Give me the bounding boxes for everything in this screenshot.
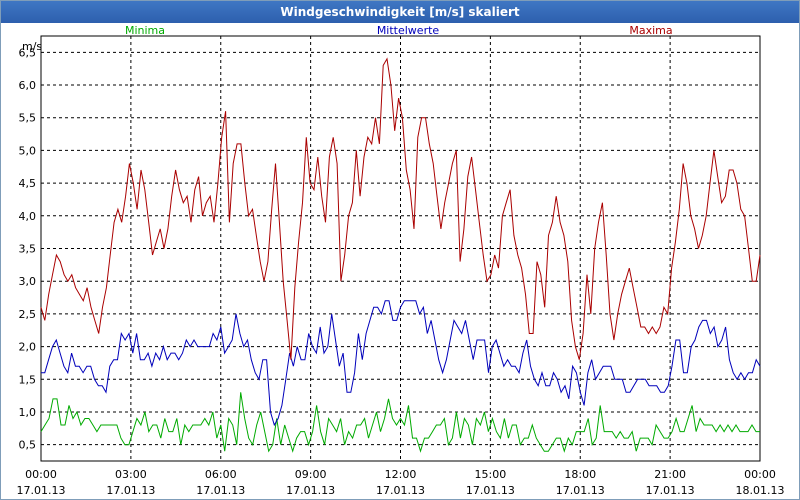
x-tick-date: 18.01.13 xyxy=(736,484,785,497)
legend-entry: Mittelwerte xyxy=(377,24,440,37)
x-tick-date: 17.01.13 xyxy=(646,484,695,497)
y-tick-label: 6,0 xyxy=(19,79,37,92)
series-line xyxy=(40,57,761,360)
x-tick-time: 00:00 xyxy=(25,468,57,481)
y-tick-label: 1,0 xyxy=(19,406,37,419)
x-axis-ticks: 00:00 17.01.13 03:00 17.01.13 06:00 17.01.13 0… xyxy=(17,468,785,497)
series-line xyxy=(40,392,760,453)
y-tick-label: 1,5 xyxy=(19,373,37,386)
x-tick-date: 17.01.13 xyxy=(106,484,155,497)
series-lines xyxy=(40,57,761,453)
x-tick-time: 00:00 xyxy=(744,468,776,481)
legend: Minima Mittelwerte Maxima xyxy=(125,24,673,37)
y-axis-ticks: 0,5 1,0 1,5 2,0 2,5 3,0 3,5 4,0 4,5 5,0 5,5 6,0 6,5 xyxy=(19,46,37,451)
x-tick-date: 17.01.13 xyxy=(17,484,66,497)
x-tick-time: 21:00 xyxy=(654,468,686,481)
y-tick-label: 2,5 xyxy=(19,308,37,321)
grid xyxy=(41,36,760,461)
y-tick-label: 5,5 xyxy=(19,112,37,125)
y-tick-label: 4,0 xyxy=(19,210,37,223)
window-title: Windgeschwindigkeit [m/s] skaliert xyxy=(1,1,799,23)
y-tick-label: 0,5 xyxy=(19,439,37,452)
y-axis-label: m/s xyxy=(22,40,42,53)
x-tick-date: 17.01.13 xyxy=(556,484,605,497)
x-tick-time: 18:00 xyxy=(564,468,596,481)
x-tick-time: 03:00 xyxy=(115,468,147,481)
x-tick-date: 17.01.13 xyxy=(196,484,245,497)
x-tick-time: 09:00 xyxy=(295,468,327,481)
x-tick-time: 12:00 xyxy=(385,468,417,481)
y-tick-label: 6,5 xyxy=(19,46,37,59)
x-tick-date: 17.01.13 xyxy=(466,484,515,497)
x-tick-time: 15:00 xyxy=(475,468,507,481)
series-line xyxy=(41,300,761,427)
y-tick-label: 2,0 xyxy=(19,341,37,354)
legend-entry: Minima xyxy=(125,24,165,37)
x-tick-date: 17.01.13 xyxy=(286,484,335,497)
y-tick-label: 4,5 xyxy=(19,177,37,190)
y-tick-label: 3,0 xyxy=(19,275,37,288)
y-tick-label: 3,5 xyxy=(19,243,37,256)
legend-entry: Maxima xyxy=(629,24,672,37)
y-tick-label: 5,0 xyxy=(19,144,37,157)
x-tick-time: 06:00 xyxy=(205,468,237,481)
x-tick-date: 17.01.13 xyxy=(376,484,425,497)
